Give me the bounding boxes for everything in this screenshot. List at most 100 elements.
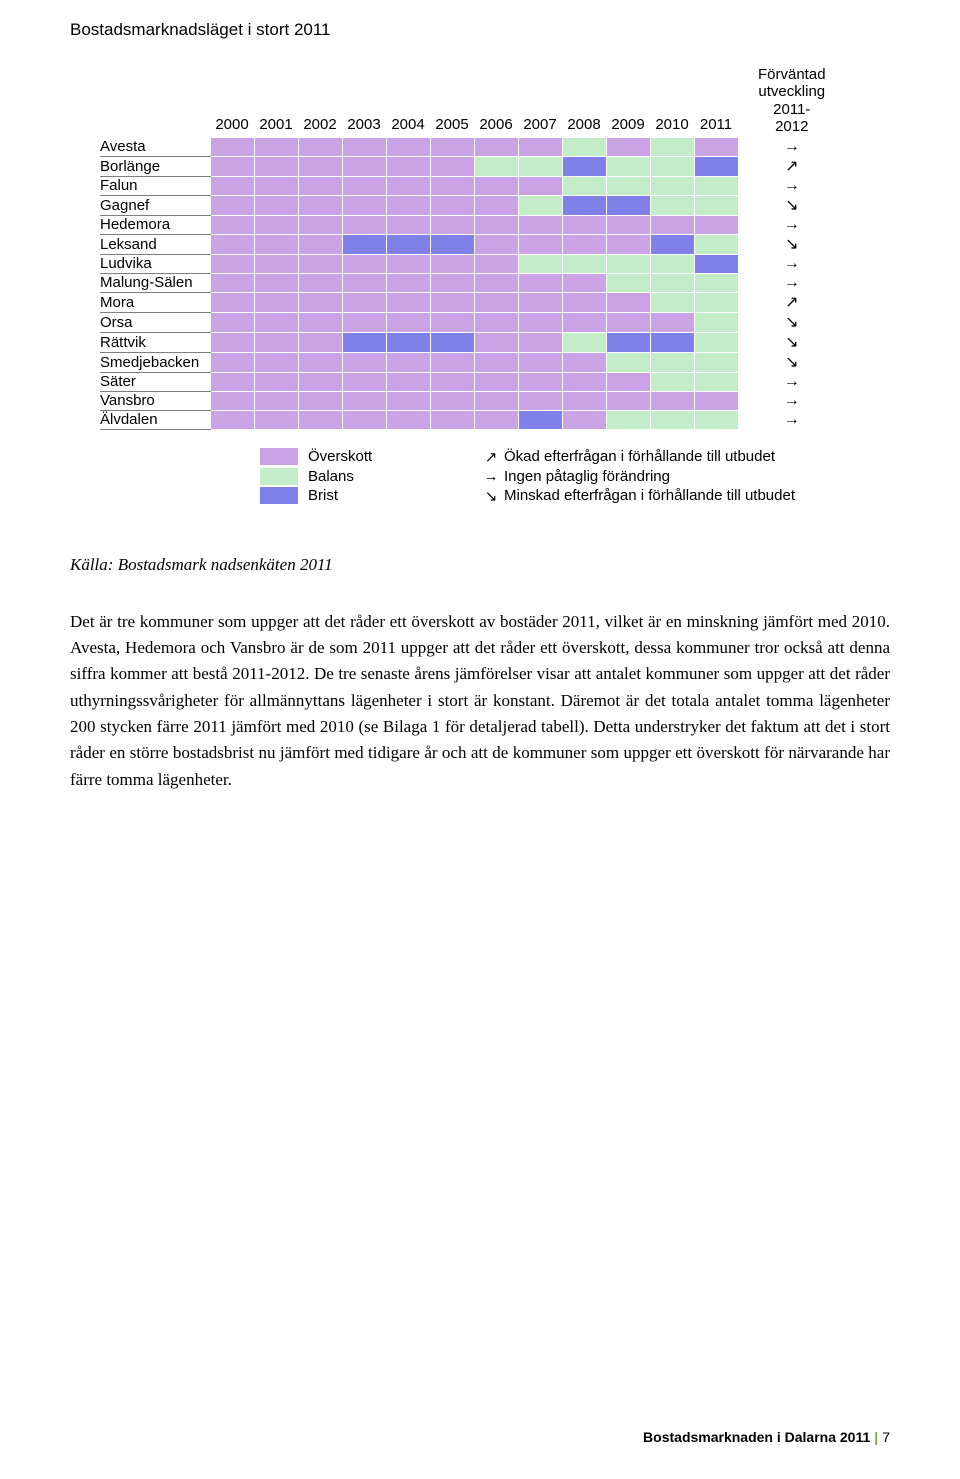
source-text: Källa: Bostadsmark nadsenkäten 2011: [70, 555, 890, 575]
heatmap-cell: [694, 372, 738, 391]
heatmap-cell: [254, 215, 298, 234]
heatmap-cell: [342, 372, 386, 391]
year-header: 2011: [694, 64, 738, 137]
municipality-name: Smedjebacken: [100, 352, 210, 372]
heatmap-cell: [650, 254, 694, 273]
trend-arrow: →: [752, 176, 832, 195]
heatmap-cell: [298, 176, 342, 195]
trend-arrow: ↘: [752, 234, 832, 254]
heatmap-cell: [562, 332, 606, 352]
heatmap-cell: [342, 176, 386, 195]
heatmap-cell: [694, 410, 738, 429]
heatmap-cell: [474, 137, 518, 156]
legend-color-label: Brist: [308, 487, 478, 504]
heatmap-cell: [606, 176, 650, 195]
heatmap-cell: [518, 215, 562, 234]
heatmap-cell: [518, 273, 562, 292]
heatmap-cell: [474, 312, 518, 332]
heatmap-cell: [694, 156, 738, 176]
heatmap-cell: [430, 215, 474, 234]
heatmap-cell: [650, 234, 694, 254]
heatmap-cell: [210, 372, 254, 391]
heatmap-cell: [430, 254, 474, 273]
trend-arrow: ↘: [752, 195, 832, 215]
heatmap-cell: [210, 391, 254, 410]
heatmap-cell: [210, 410, 254, 429]
municipality-name: Rättvik: [100, 332, 210, 352]
trend-arrow: →: [752, 391, 832, 410]
heatmap-cell: [342, 332, 386, 352]
municipality-name: Säter: [100, 372, 210, 391]
trend-arrow: →: [752, 254, 832, 273]
heatmap-cell: [562, 254, 606, 273]
heatmap-cell: [430, 312, 474, 332]
heatmap-cell: [386, 215, 430, 234]
trend-arrow: →: [752, 410, 832, 429]
heatmap-cell: [254, 312, 298, 332]
heatmap-cell: [650, 137, 694, 156]
heatmap-cell: [518, 137, 562, 156]
heatmap-cell: [254, 372, 298, 391]
heatmap-cell: [518, 195, 562, 215]
chart-legend: Överskott↗Ökad efterfrågan i förhållande…: [70, 448, 890, 505]
heatmap-cell: [562, 312, 606, 332]
heatmap-cell: [210, 176, 254, 195]
heatmap-cell: [650, 156, 694, 176]
heatmap-cell: [210, 195, 254, 215]
heatmap-cell: [386, 254, 430, 273]
heatmap-cell: [694, 137, 738, 156]
municipality-name: Malung-Sälen: [100, 273, 210, 292]
legend-row: Brist↘Minskad efterfrågan i förhållande …: [260, 487, 890, 505]
legend-color-label: Överskott: [308, 448, 478, 465]
heatmap-cell: [518, 254, 562, 273]
table-row: Orsa↘: [100, 312, 832, 332]
heatmap-cell: [342, 215, 386, 234]
legend-arrow-desc: Ökad efterfrågan i förhållande till utbu…: [504, 448, 775, 465]
table-row: Gagnef↘: [100, 195, 832, 215]
table-row: Vansbro→: [100, 391, 832, 410]
heatmap-cell: [606, 352, 650, 372]
legend-row: Överskott↗Ökad efterfrågan i förhållande…: [260, 448, 890, 466]
heatmap-cell: [342, 352, 386, 372]
heatmap-cell: [430, 273, 474, 292]
heatmap-cell: [518, 410, 562, 429]
legend-swatch: [260, 448, 298, 465]
heatmap-cell: [518, 332, 562, 352]
heatmap-cell: [694, 254, 738, 273]
heatmap-cell: [254, 332, 298, 352]
legend-arrow-desc: Ingen påtaglig förändring: [504, 468, 670, 485]
heatmap-cell: [430, 156, 474, 176]
heatmap-cell: [650, 372, 694, 391]
municipality-name: Mora: [100, 292, 210, 312]
year-header: 2001: [254, 64, 298, 137]
heatmap-cell: [606, 391, 650, 410]
heatmap-cell: [650, 215, 694, 234]
heatmap-cell: [298, 410, 342, 429]
heatmap-cell: [210, 137, 254, 156]
heatmap-cell: [298, 273, 342, 292]
heatmap-cell: [518, 352, 562, 372]
heatmap-cell: [342, 137, 386, 156]
heatmap-cell: [342, 254, 386, 273]
heatmap-cell: [210, 332, 254, 352]
trend-arrow: ↘: [752, 352, 832, 372]
legend-swatch: [260, 468, 298, 485]
heatmap-cell: [562, 372, 606, 391]
heatmap-cell: [430, 410, 474, 429]
table-row: Malung-Sälen→: [100, 273, 832, 292]
heatmap-cell: [694, 215, 738, 234]
heatmap-chart: 2000200120022003200420052006200720082009…: [70, 64, 890, 430]
document-page: Bostadsmarknadsläget i stort 2011 200020…: [0, 0, 960, 1479]
heatmap-cell: [254, 234, 298, 254]
legend-row: Balans→Ingen påtaglig förändring: [260, 468, 890, 485]
heatmap-cell: [694, 176, 738, 195]
heatmap-cell: [298, 312, 342, 332]
heatmap-cell: [650, 195, 694, 215]
heatmap-cell: [254, 292, 298, 312]
heatmap-cell: [518, 156, 562, 176]
heatmap-cell: [210, 292, 254, 312]
footer-title: Bostadsmarknaden i Dalarna 2011: [643, 1429, 870, 1445]
heatmap-cell: [474, 254, 518, 273]
table-row: Borlänge↗: [100, 156, 832, 176]
heatmap-cell: [606, 156, 650, 176]
